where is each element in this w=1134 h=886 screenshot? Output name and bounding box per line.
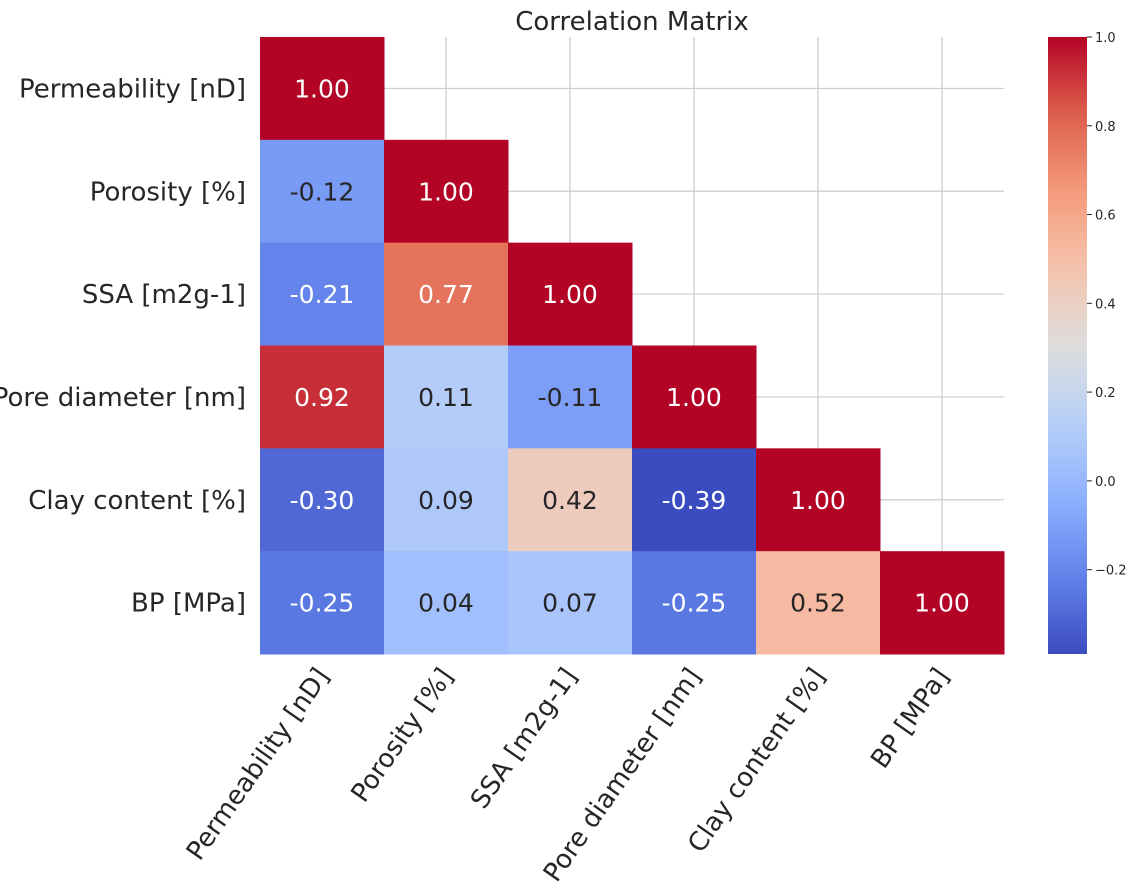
y-tick-labels: Permeability [nD] Porosity [%] SSA [m2g-1]…	[0, 74, 246, 618]
colorbar-tick-label: 0.0	[1095, 475, 1116, 490]
x-tick-labels: Permeability [nD] Porosity [%] SSA [m2g-1]…	[181, 663, 956, 886]
y-tick-label: Permeability [nD]	[19, 74, 246, 104]
heatmap-cell	[756, 551, 881, 655]
x-tick-label: Permeability [nD]	[181, 663, 336, 866]
colorbar-tick-label: −0.2	[1095, 564, 1127, 579]
heatmap-cell	[260, 242, 385, 346]
y-tick-label: SSA [m2g-1]	[82, 280, 246, 310]
cell-value-label: 1.00	[914, 589, 970, 618]
heatmap-cell	[384, 448, 509, 552]
cell-value-label: 0.42	[542, 486, 598, 515]
heatmap-cell	[756, 448, 881, 552]
heatmap-cell	[508, 242, 633, 346]
cell-value-label: 0.77	[418, 280, 474, 309]
cell-value-label: 0.92	[294, 383, 350, 412]
cell-value-label: -0.11	[538, 383, 603, 412]
heatmap-cell	[632, 551, 757, 655]
colorbar-tick-label: 0.6	[1095, 209, 1116, 224]
heatmap-cell	[632, 345, 757, 449]
heatmap-cell	[384, 551, 509, 655]
heatmap-cell	[384, 139, 509, 244]
chart-title: Correlation Matrix	[515, 7, 749, 37]
heatmap-cell	[260, 551, 385, 655]
x-tick-label: Clay content [%]	[682, 663, 831, 859]
x-tick-label: Porosity [%]	[346, 663, 460, 808]
cell-value-label: -0.25	[290, 589, 355, 618]
heatmap-cell	[384, 242, 509, 346]
colorbar-tick-label: 0.8	[1095, 120, 1116, 135]
cell-value-label: -0.12	[290, 177, 355, 206]
heatmap-cell	[384, 345, 509, 449]
cell-value-label: 0.11	[418, 383, 474, 412]
cell-value-label: -0.25	[662, 589, 727, 618]
cell-value-label: 1.00	[542, 280, 598, 309]
heatmap-cell	[260, 37, 385, 141]
colorbar: 1.0 0.8 0.6 0.4 0.2 0.0 −0.2	[1048, 31, 1127, 654]
heatmap-cell	[260, 448, 385, 552]
cell-value-label: 0.04	[418, 589, 474, 618]
y-tick-label: Clay content [%]	[28, 486, 246, 516]
heatmap-cell	[260, 139, 385, 244]
y-tick-label: Pore diameter [nm]	[0, 383, 246, 413]
y-tick-label: Porosity [%]	[90, 177, 246, 207]
cell-value-label: 1.00	[666, 383, 722, 412]
colorbar-gradient	[1048, 37, 1087, 654]
heatmap-cell	[508, 345, 633, 449]
heatmap-cells: 1.00 -0.12 1.00 -0.21 0.77 1.00 0.92 0.11 -0.11 1…	[260, 37, 1005, 655]
heatmap-cell	[508, 448, 633, 552]
heatmap-cell	[508, 551, 633, 655]
colorbar-tick-label: 0.2	[1095, 386, 1116, 401]
heatmap-cell	[880, 551, 1005, 655]
cell-value-label: 1.00	[294, 74, 350, 103]
cell-value-label: 1.00	[790, 486, 846, 515]
heatmap-cell	[260, 345, 385, 449]
x-tick-label: BP [MPa]	[865, 663, 956, 774]
cell-value-label: 1.00	[418, 177, 474, 206]
x-tick-label: SSA [m2g-1]	[465, 663, 584, 815]
cell-value-label: 0.52	[790, 589, 846, 618]
cell-value-label: -0.21	[290, 280, 355, 309]
cell-value-label: -0.30	[290, 486, 355, 515]
colorbar-tick-label: 1.0	[1095, 31, 1116, 46]
cell-value-label: 0.09	[418, 486, 474, 515]
y-tick-label: BP [MPa]	[131, 589, 246, 619]
heatmap-cell	[632, 448, 757, 552]
colorbar-tick-label: 0.4	[1095, 297, 1116, 312]
cell-value-label: -0.39	[662, 486, 727, 515]
cell-value-label: 0.07	[542, 589, 598, 618]
